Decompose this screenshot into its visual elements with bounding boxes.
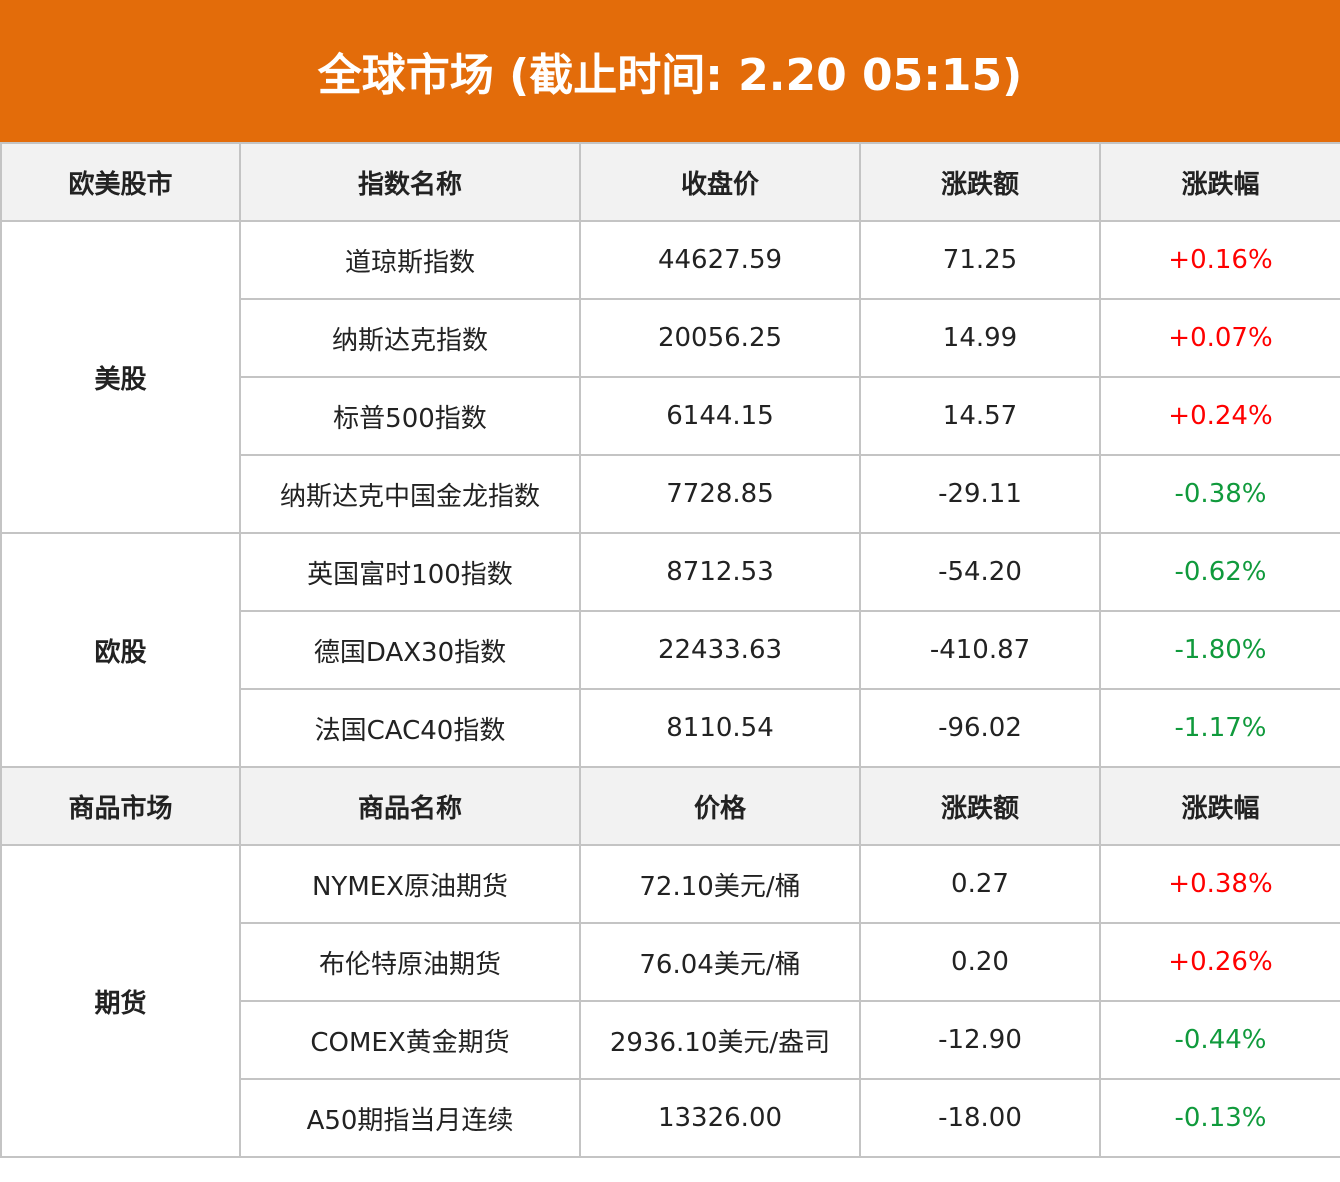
column-header-change: 涨跌额 [859, 766, 1101, 846]
table-row: COMEX黄金期货 2936.10美元/盎司 -12.90 -0.44% [1, 1000, 1340, 1080]
item-name: 纳斯达克指数 [239, 298, 581, 378]
item-change: 14.57 [859, 376, 1101, 456]
item-price: 72.10美元/桶 [579, 844, 861, 924]
item-name: 布伦特原油期货 [239, 922, 581, 1002]
group-label: 欧股 [0, 532, 241, 768]
item-change: 0.20 [859, 922, 1101, 1002]
column-header-category: 商品市场 [0, 766, 241, 846]
item-change: -54.20 [859, 532, 1101, 612]
column-header-pct: 涨跌幅 [1099, 142, 1340, 222]
item-change: -410.87 [859, 610, 1101, 690]
item-name: 英国富时100指数 [239, 532, 581, 612]
item-change-percent: +0.26% [1099, 922, 1340, 1002]
table-row: 欧股 英国富时100指数 8712.53 -54.20 -0.62% [0, 532, 1340, 768]
item-change-percent: -0.44% [1099, 1000, 1340, 1080]
item-change-percent: +0.07% [1099, 298, 1340, 378]
item-change-percent: +0.24% [1099, 376, 1340, 456]
table-row: 布伦特原油期货 76.04美元/桶 0.20 +0.26% [1, 922, 1340, 1002]
group-label: 期货 [0, 844, 241, 1158]
table-row: A50期指当月连续 13326.00 -18.00 -0.13% [1, 1078, 1340, 1158]
table-header-row: 欧美股市 指数名称 收盘价 涨跌额 涨跌幅 [0, 142, 1340, 222]
column-header-price: 价格 [579, 766, 861, 846]
item-change-percent: -0.38% [1099, 454, 1340, 534]
item-change-percent: -0.13% [1099, 1078, 1340, 1158]
column-header-price: 收盘价 [579, 142, 861, 222]
item-change-percent: -1.17% [1099, 688, 1340, 768]
market-table: 欧美股市 指数名称 收盘价 涨跌额 涨跌幅 美股 道琼斯指数 44627.59 71.25 +0.… [0, 142, 1340, 1158]
item-name: 纳斯达克中国金龙指数 [239, 454, 581, 534]
column-header-pct: 涨跌幅 [1099, 766, 1340, 846]
item-change: -12.90 [859, 1000, 1101, 1080]
item-name: COMEX黄金期货 [239, 1000, 581, 1080]
item-change: -96.02 [859, 688, 1101, 768]
item-price: 44627.59 [579, 220, 861, 300]
item-price: 22433.63 [579, 610, 861, 690]
item-price: 2936.10美元/盎司 [579, 1000, 861, 1080]
item-price: 7728.85 [579, 454, 861, 534]
table-row: 纳斯达克指数 20056.25 14.99 +0.07% [1, 298, 1340, 378]
item-change-percent: -1.80% [1099, 610, 1340, 690]
column-header-change: 涨跌额 [859, 142, 1101, 222]
column-header-name: 商品名称 [239, 766, 581, 846]
item-price: 6144.15 [579, 376, 861, 456]
item-name: 道琼斯指数 [239, 220, 581, 300]
column-header-name: 指数名称 [239, 142, 581, 222]
column-header-category: 欧美股市 [0, 142, 241, 222]
table-row: 期货 NYMEX原油期货 72.10美元/桶 0.27 +0.38% [0, 844, 1340, 1158]
table-row: 美股 道琼斯指数 44627.59 71.25 +0.16% [0, 220, 1340, 534]
item-price: 8110.54 [579, 688, 861, 768]
item-change: -29.11 [859, 454, 1101, 534]
table-row: 纳斯达克中国金龙指数 7728.85 -29.11 -0.38% [1, 454, 1340, 534]
item-change-percent: +0.38% [1099, 844, 1340, 924]
table-row: 德国DAX30指数 22433.63 -410.87 -1.80% [1, 610, 1340, 690]
item-name: 法国CAC40指数 [239, 688, 581, 768]
table-row: 标普500指数 6144.15 14.57 +0.24% [1, 376, 1340, 456]
item-name: NYMEX原油期货 [239, 844, 581, 924]
page-title: 全球市场 (截止时间: 2.20 05:15) [0, 0, 1340, 142]
item-price: 20056.25 [579, 298, 861, 378]
item-name: A50期指当月连续 [239, 1078, 581, 1158]
item-price: 13326.00 [579, 1078, 861, 1158]
item-price: 76.04美元/桶 [579, 922, 861, 1002]
item-change-percent: +0.16% [1099, 220, 1340, 300]
group-label: 美股 [0, 220, 241, 534]
table-header-row: 商品市场 商品名称 价格 涨跌额 涨跌幅 [0, 766, 1340, 846]
item-change: 14.99 [859, 298, 1101, 378]
table-row: 法国CAC40指数 8110.54 -96.02 -1.17% [1, 688, 1340, 768]
item-change: 71.25 [859, 220, 1101, 300]
item-change-percent: -0.62% [1099, 532, 1340, 612]
item-name: 德国DAX30指数 [239, 610, 581, 690]
item-change: 0.27 [859, 844, 1101, 924]
item-price: 8712.53 [579, 532, 861, 612]
item-name: 标普500指数 [239, 376, 581, 456]
item-change: -18.00 [859, 1078, 1101, 1158]
